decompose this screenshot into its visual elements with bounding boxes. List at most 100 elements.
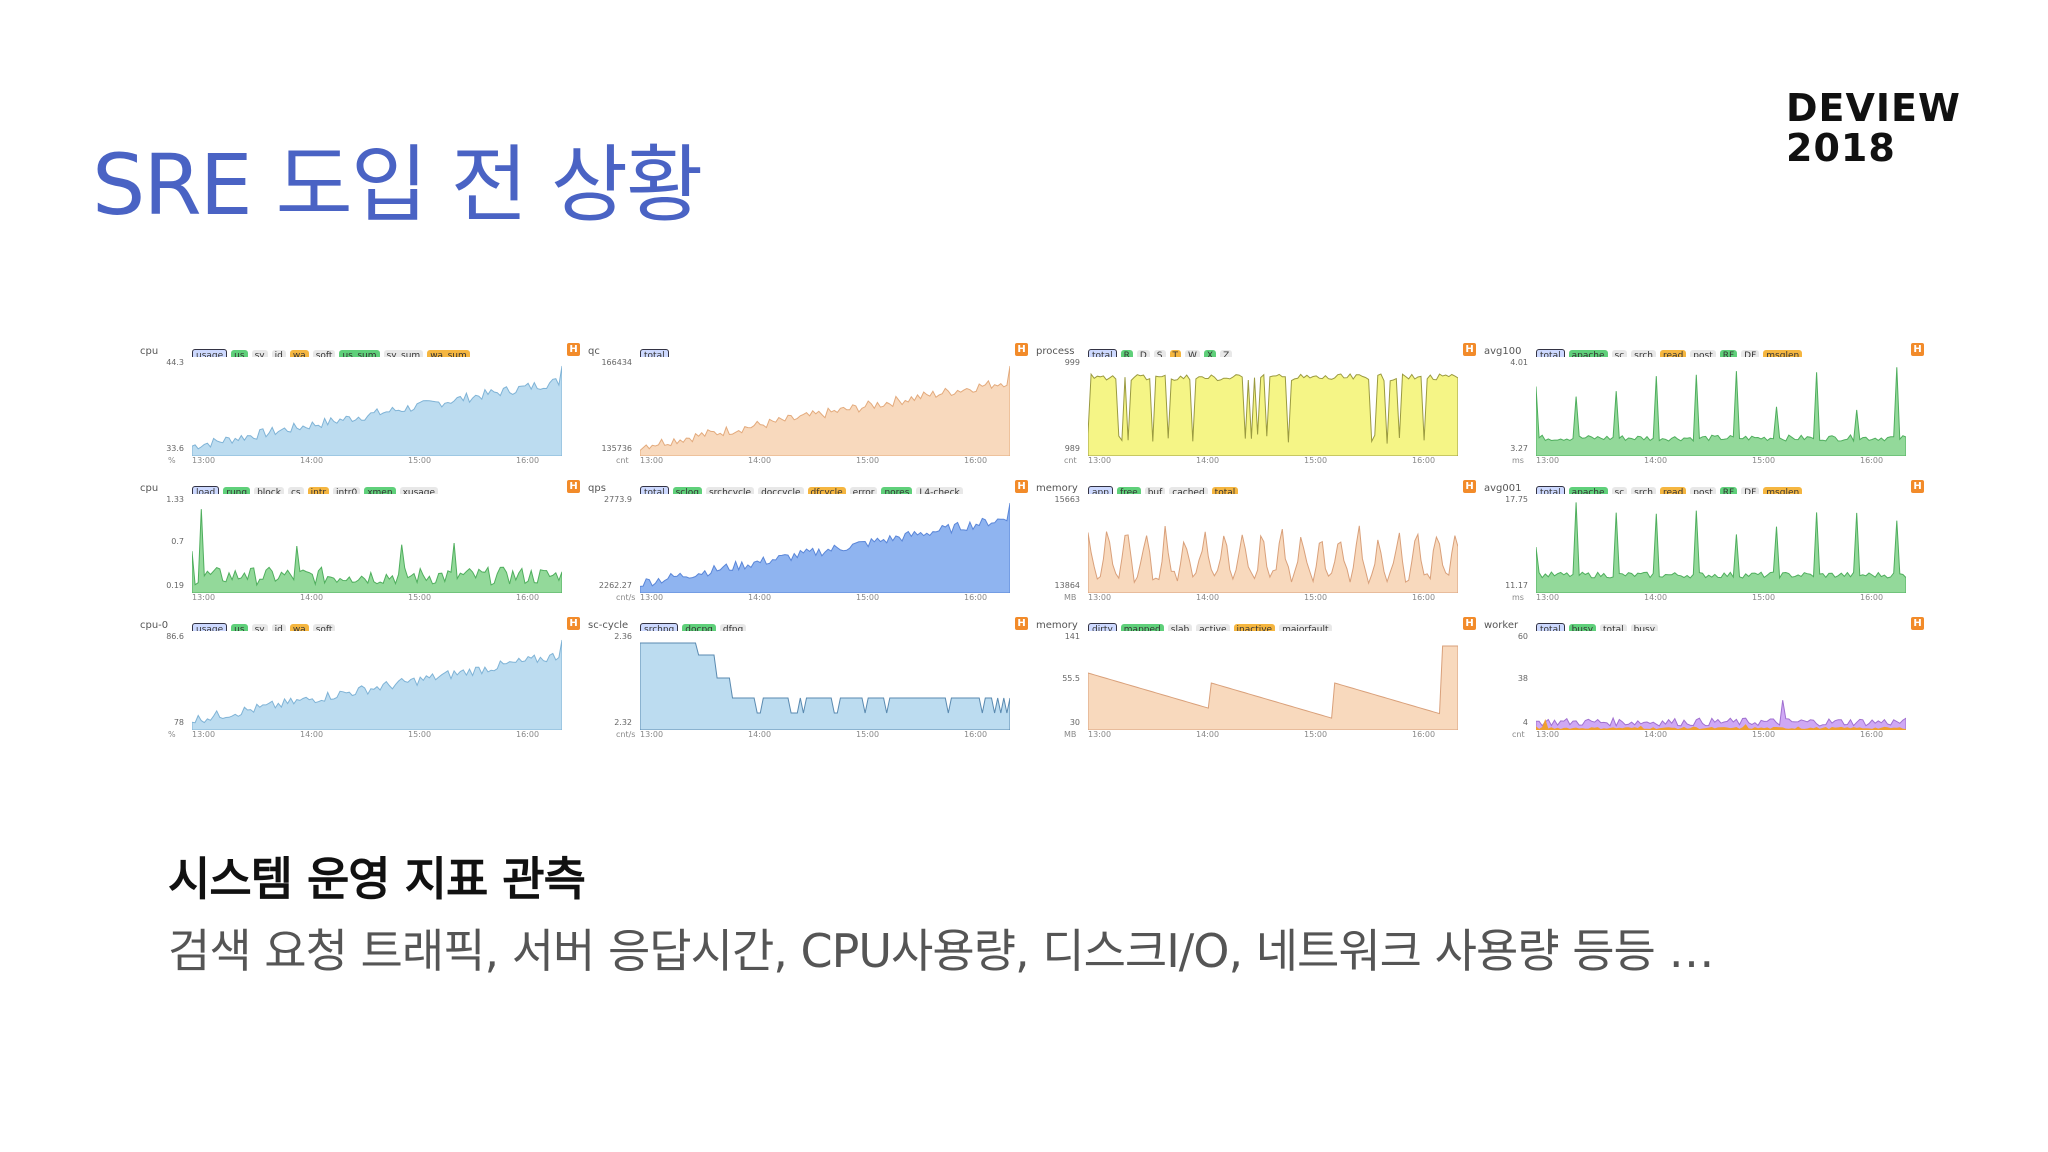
x-tick-label: 16:00	[516, 456, 540, 465]
history-icon[interactable]: H	[1463, 617, 1476, 630]
history-icon[interactable]: H	[1911, 480, 1924, 493]
series-tag[interactable]: total	[1211, 487, 1239, 494]
series-tag[interactable]: apache	[1568, 350, 1608, 357]
series-tag[interactable]: sc	[1611, 350, 1628, 357]
series-tag[interactable]: id	[271, 350, 286, 357]
series-tag[interactable]: R	[1120, 350, 1133, 357]
history-icon[interactable]: H	[1015, 480, 1028, 493]
chart-area	[640, 502, 1010, 593]
series-tag[interactable]: cs	[287, 487, 304, 494]
series-tag[interactable]: sy_sum	[383, 350, 424, 357]
series-tag[interactable]: usage	[192, 623, 228, 631]
series-tag[interactable]: D	[1136, 350, 1150, 357]
series-tag[interactable]: wa_sum	[427, 350, 470, 357]
history-icon[interactable]: H	[1463, 480, 1476, 493]
series-tag[interactable]: slab	[1167, 624, 1193, 631]
series-tag[interactable]: sy	[251, 624, 268, 631]
series-tag[interactable]: cached	[1169, 487, 1208, 494]
series-tag[interactable]: RF	[1719, 350, 1738, 357]
series-tag[interactable]: DF	[1741, 487, 1760, 494]
series-tag[interactable]: doccycle	[758, 487, 804, 494]
series-tag[interactable]: wa	[289, 350, 309, 357]
series-tag[interactable]: runq	[223, 487, 251, 494]
series-tag[interactable]: srch	[1631, 350, 1657, 357]
series-tag[interactable]: buf	[1144, 487, 1166, 494]
series-tag[interactable]: total	[1536, 486, 1565, 494]
series-tag[interactable]: total	[1536, 349, 1565, 357]
series-tag[interactable]: error	[849, 487, 878, 494]
history-icon[interactable]: H	[567, 617, 580, 630]
series-tag[interactable]: us	[231, 624, 248, 631]
series-tag[interactable]: docpq	[682, 624, 716, 631]
series-tag[interactable]: S	[1153, 350, 1166, 357]
series-tag[interactable]: T	[1169, 350, 1182, 357]
series-tag[interactable]: mapped	[1120, 624, 1164, 631]
series-tag[interactable]: us	[231, 350, 248, 357]
history-icon[interactable]: H	[1911, 343, 1924, 356]
series-tag[interactable]: total	[1600, 624, 1627, 631]
series-tag[interactable]: RF	[1719, 487, 1738, 494]
series-tag[interactable]: nores	[881, 487, 913, 494]
series-tag[interactable]: dfpq	[719, 624, 747, 631]
series-tag[interactable]: soft	[312, 350, 336, 357]
series-tag[interactable]: total	[1088, 349, 1117, 357]
series-tag-list: dirty mapped slab active inactive majorfault	[1088, 617, 1418, 631]
metric-area-chart	[1088, 645, 1458, 730]
history-icon[interactable]: H	[1463, 343, 1476, 356]
x-tick-label: 13:00	[1088, 456, 1112, 465]
panel-label: cpu	[140, 483, 159, 494]
series-tag[interactable]: srchpq	[640, 623, 679, 631]
series-tag[interactable]: total	[1536, 623, 1565, 631]
series-tag[interactable]: srch	[1631, 487, 1657, 494]
series-tag[interactable]: sc	[1611, 487, 1628, 494]
history-icon[interactable]: H	[1015, 617, 1028, 630]
series-tag[interactable]: dirty	[1088, 623, 1117, 631]
series-tag[interactable]: post	[1690, 487, 1716, 494]
series-tag[interactable]: total	[640, 349, 669, 357]
series-tag[interactable]: busy	[1630, 624, 1659, 631]
x-tick-label: 13:00	[1088, 593, 1112, 602]
x-tick-label: 15:00	[408, 456, 432, 465]
series-tag[interactable]: msglen	[1763, 350, 1803, 357]
history-icon[interactable]: H	[1911, 617, 1924, 630]
series-tag[interactable]: DF	[1741, 350, 1760, 357]
series-tag[interactable]: sy	[251, 350, 268, 357]
history-icon[interactable]: H	[567, 480, 580, 493]
series-tag[interactable]: us_sum	[339, 350, 380, 357]
series-tag[interactable]: W	[1185, 350, 1200, 357]
series-tag[interactable]: sclog	[672, 487, 702, 494]
series-tag[interactable]: xusage	[399, 487, 439, 494]
series-tag[interactable]: dfcycle	[807, 487, 846, 494]
series-tag[interactable]: xmen	[364, 487, 396, 494]
metric-chart-panel: sc-cycle srchpq docpq dfpq H 2.36 2.32 cnt/s 13:…	[588, 614, 1028, 742]
series-tag[interactable]: intr	[307, 487, 330, 494]
series-tag[interactable]: read	[1660, 350, 1687, 357]
series-tag[interactable]: soft	[312, 624, 336, 631]
series-tag[interactable]: Z	[1220, 350, 1233, 357]
series-tag[interactable]: inactive	[1233, 624, 1276, 631]
chart-area	[1088, 372, 1458, 456]
series-tag[interactable]: L4-check	[916, 487, 963, 494]
series-tag[interactable]: id	[271, 624, 286, 631]
series-tag-list: srchpq docpq dfpq	[640, 617, 970, 631]
series-tag[interactable]: load	[192, 486, 220, 494]
history-icon[interactable]: H	[1015, 343, 1028, 356]
series-tag[interactable]: free	[1116, 487, 1141, 494]
series-tag[interactable]: read	[1660, 487, 1687, 494]
history-icon[interactable]: H	[567, 343, 580, 356]
series-tag[interactable]: total	[640, 486, 669, 494]
series-tag[interactable]: app	[1088, 486, 1113, 494]
series-tag[interactable]: busy	[1568, 624, 1597, 631]
series-tag[interactable]: wa	[289, 624, 309, 631]
series-tag[interactable]: active	[1196, 624, 1230, 631]
series-tag[interactable]: msglen	[1763, 487, 1803, 494]
series-tag[interactable]: post	[1690, 350, 1716, 357]
series-tag[interactable]: majorfault	[1279, 624, 1332, 631]
series-tag[interactable]: X	[1203, 350, 1217, 357]
series-tag[interactable]: srchcycle	[705, 487, 755, 494]
x-tick-label: 13:00	[192, 593, 216, 602]
series-tag[interactable]: usage	[192, 349, 228, 357]
series-tag[interactable]: apache	[1568, 487, 1608, 494]
series-tag[interactable]: intr0	[333, 487, 361, 494]
series-tag[interactable]: block	[254, 487, 284, 494]
